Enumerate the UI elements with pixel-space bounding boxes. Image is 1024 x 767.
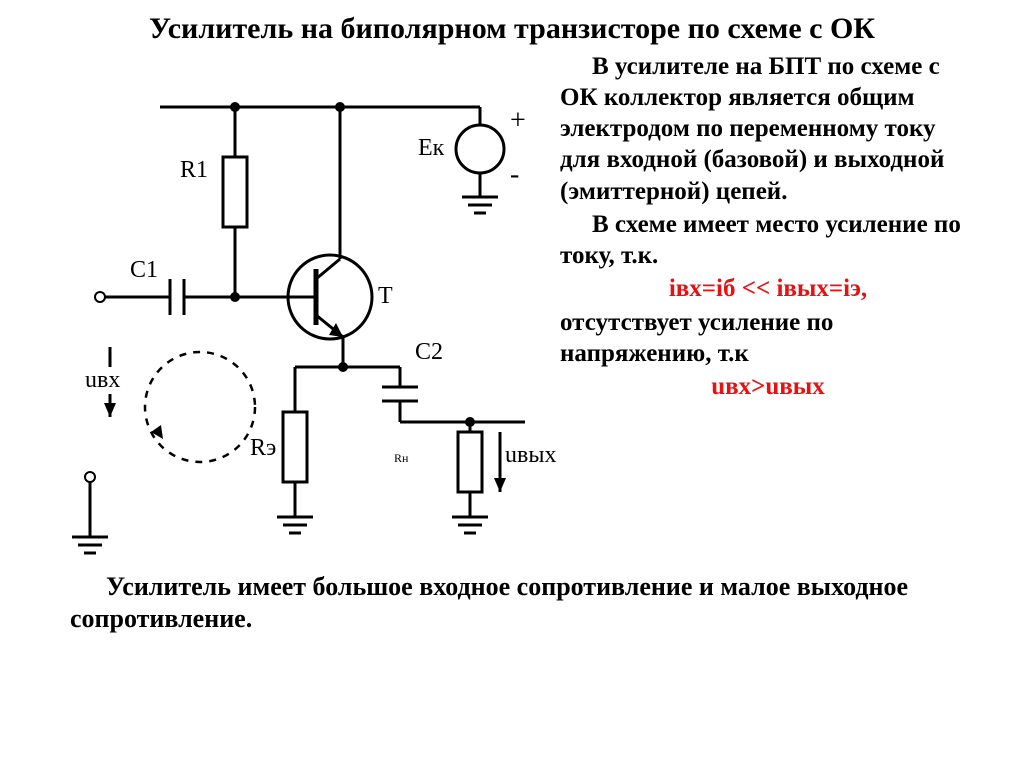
label-t: T (378, 283, 393, 310)
label-re: Rэ (250, 435, 276, 462)
page-title: Усилитель на биполярном транзисторе по с… (0, 0, 1024, 47)
label-minus: - (510, 159, 519, 191)
circuit-svg (20, 47, 560, 567)
label-rn: Rн (394, 451, 408, 466)
para-1: В усилителе на БПТ по схеме с ОК коллект… (560, 51, 976, 207)
circuit-diagram: R1 Ек + - C1 T C2 Rэ Rн uвх uвых (20, 47, 560, 567)
formula-current: iвх=iб << iвых=iэ, (560, 273, 976, 304)
content-row: R1 Ек + - C1 T C2 Rэ Rн uвх uвых В усили… (0, 47, 1024, 567)
label-c1: C1 (130, 257, 158, 284)
para-3: отсутствует усиление по напряжению, т.к (560, 307, 976, 370)
para-2: В схеме имеет место усиление по току, т.… (560, 209, 976, 272)
label-plus: + (510, 105, 526, 137)
formula-voltage: uвх>uвых (560, 371, 976, 402)
label-r1: R1 (180, 157, 208, 184)
label-uout: uвых (505, 442, 556, 469)
label-uin: uвх (83, 367, 122, 394)
description-column: В усилителе на БПТ по схеме с ОК коллект… (560, 47, 1004, 567)
label-ek: Ек (418, 135, 444, 162)
label-c2: C2 (415, 339, 443, 366)
bottom-paragraph: Усилитель имеет большое входное сопротив… (0, 567, 1024, 636)
